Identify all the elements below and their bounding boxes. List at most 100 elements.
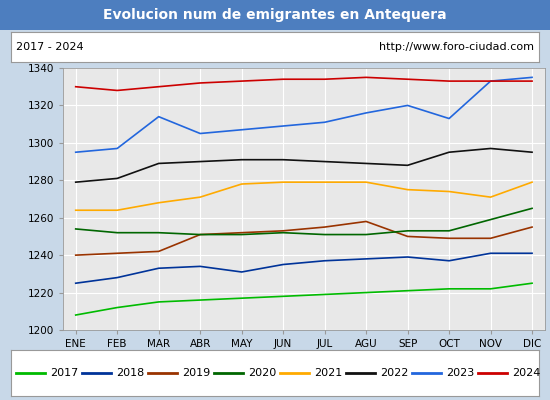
2019	[73, 253, 79, 258]
2022	[487, 146, 494, 151]
Text: http://www.foro-ciudad.com: http://www.foro-ciudad.com	[379, 42, 534, 52]
2023	[487, 79, 494, 84]
2017	[280, 294, 287, 299]
2022	[197, 159, 204, 164]
2021	[404, 187, 411, 192]
2024	[197, 80, 204, 85]
Text: 2022: 2022	[381, 368, 409, 378]
2021	[363, 180, 370, 184]
2023	[155, 114, 162, 119]
2019	[363, 219, 370, 224]
2018	[404, 255, 411, 260]
2019	[155, 249, 162, 254]
2023	[363, 110, 370, 115]
2023	[529, 75, 535, 80]
2018	[363, 256, 370, 261]
Text: 2024: 2024	[513, 368, 541, 378]
2019	[280, 228, 287, 233]
2017	[238, 296, 245, 300]
2019	[487, 236, 494, 241]
2023	[404, 103, 411, 108]
2018	[487, 251, 494, 256]
Text: 2021: 2021	[315, 368, 343, 378]
2023	[280, 124, 287, 128]
Text: 2017 - 2024: 2017 - 2024	[16, 42, 84, 52]
2021	[487, 195, 494, 200]
2023	[114, 146, 120, 151]
2017	[363, 290, 370, 295]
Line: 2018: 2018	[76, 253, 532, 283]
2018	[114, 275, 120, 280]
2020	[529, 206, 535, 211]
Text: Evolucion num de emigrantes en Antequera: Evolucion num de emigrantes en Antequera	[103, 8, 447, 22]
2017	[321, 292, 328, 297]
2019	[321, 225, 328, 230]
2021	[321, 180, 328, 184]
Line: 2024: 2024	[76, 77, 532, 90]
Line: 2021: 2021	[76, 182, 532, 210]
2022	[280, 157, 287, 162]
2018	[155, 266, 162, 271]
2018	[238, 270, 245, 274]
2022	[321, 159, 328, 164]
2022	[155, 161, 162, 166]
2024	[321, 77, 328, 82]
2020	[404, 228, 411, 233]
2024	[363, 75, 370, 80]
2023	[446, 116, 453, 121]
2017	[197, 298, 204, 302]
Text: 2018: 2018	[117, 368, 145, 378]
2020	[197, 232, 204, 237]
2022	[446, 150, 453, 155]
2024	[404, 77, 411, 82]
2020	[155, 230, 162, 235]
2021	[155, 200, 162, 205]
2022	[363, 161, 370, 166]
2021	[197, 195, 204, 200]
Line: 2023: 2023	[76, 77, 532, 152]
2020	[238, 232, 245, 237]
Text: 2023: 2023	[447, 368, 475, 378]
2024	[487, 79, 494, 84]
2021	[280, 180, 287, 184]
Line: 2020: 2020	[76, 208, 532, 234]
Text: 2017: 2017	[51, 368, 79, 378]
2024	[446, 79, 453, 84]
2018	[197, 264, 204, 269]
2017	[73, 313, 79, 318]
2022	[238, 157, 245, 162]
Line: 2017: 2017	[76, 283, 532, 315]
2023	[321, 120, 328, 125]
2017	[487, 286, 494, 291]
2017	[529, 281, 535, 286]
Line: 2019: 2019	[76, 222, 532, 255]
2018	[73, 281, 79, 286]
2017	[114, 305, 120, 310]
2018	[446, 258, 453, 263]
2021	[238, 182, 245, 186]
2021	[446, 189, 453, 194]
Text: 2019: 2019	[183, 368, 211, 378]
2020	[73, 226, 79, 231]
2019	[446, 236, 453, 241]
2020	[363, 232, 370, 237]
2023	[197, 131, 204, 136]
2024	[114, 88, 120, 93]
2022	[404, 163, 411, 168]
2024	[155, 84, 162, 89]
2024	[280, 77, 287, 82]
2019	[114, 251, 120, 256]
2019	[529, 225, 535, 230]
2020	[114, 230, 120, 235]
2018	[529, 251, 535, 256]
2021	[114, 208, 120, 213]
2024	[238, 79, 245, 84]
2019	[404, 234, 411, 239]
2020	[446, 228, 453, 233]
2023	[73, 150, 79, 155]
2018	[321, 258, 328, 263]
2023	[238, 127, 245, 132]
2021	[529, 180, 535, 184]
2018	[280, 262, 287, 267]
2019	[197, 232, 204, 237]
